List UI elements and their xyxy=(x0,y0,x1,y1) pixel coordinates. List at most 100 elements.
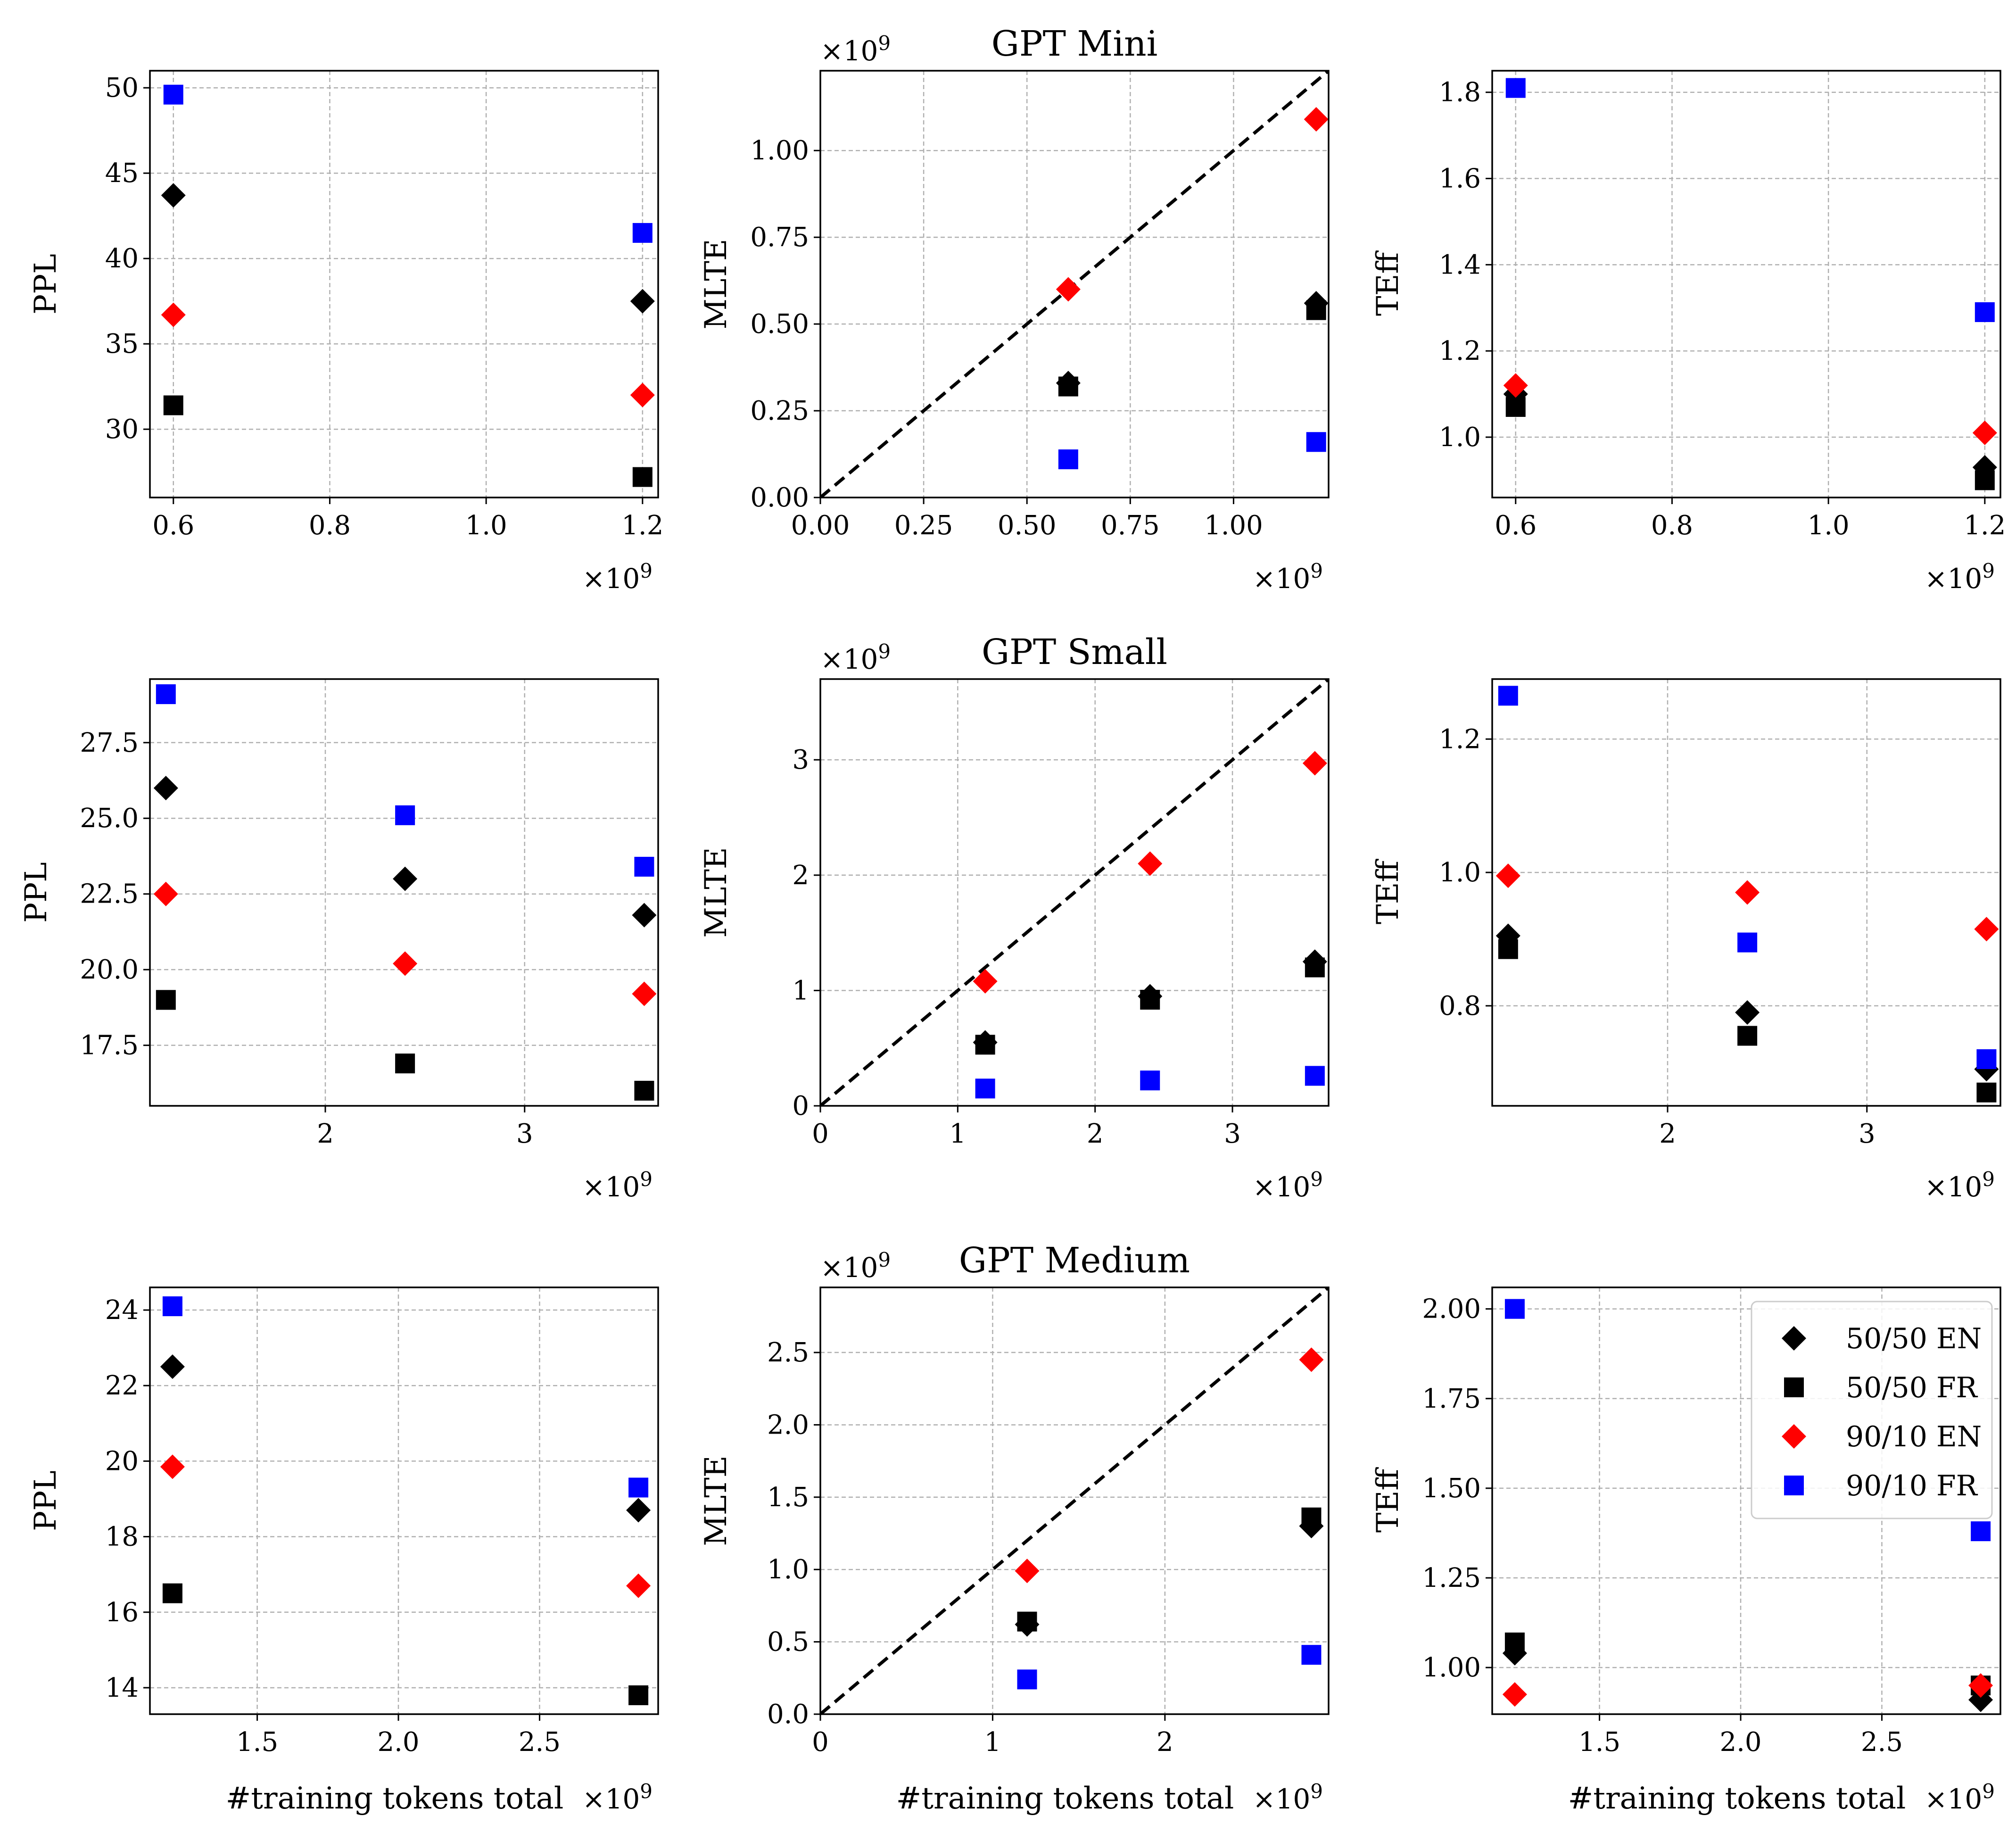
point-90-10-en-1 xyxy=(1735,880,1760,905)
x-tick-label: 1.0 xyxy=(1808,510,1850,541)
point-90-10-en-1 xyxy=(1299,1347,1324,1372)
point-50-50-en-1 xyxy=(1735,1000,1760,1025)
y-tick-label: 22 xyxy=(105,1370,139,1401)
series-90-10-fr xyxy=(163,84,653,243)
x-offset-label: ×109 xyxy=(1253,559,1323,595)
y-tick-label: 40 xyxy=(105,243,139,274)
y-tick-label: 16 xyxy=(105,1597,139,1628)
legend-label-90-10-fr: 90/10 FR xyxy=(1846,1469,1978,1502)
series-50-50-fr xyxy=(1505,397,1995,490)
x-offset-label-base: ×10 xyxy=(1925,1171,1982,1203)
legend-marker-50-50-en xyxy=(1782,1326,1806,1351)
point-90-10-en-1 xyxy=(1972,420,1997,445)
y-tick-label: 0.50 xyxy=(750,309,809,340)
y-axis-label: TEff xyxy=(1371,250,1405,316)
point-90-10-fr-0 xyxy=(1504,1299,1525,1319)
y-offset-label: ×109 xyxy=(820,640,891,675)
y-tick-label: 0.0 xyxy=(767,1699,809,1730)
x-tick-label: 0.25 xyxy=(894,510,953,541)
series-90-10-fr xyxy=(1017,1645,1322,1690)
x-offset-label: ×109 xyxy=(582,1168,653,1203)
x-offset-label: ×109 xyxy=(1925,1780,1995,1815)
point-50-50-en-1 xyxy=(630,289,655,314)
axes-frame xyxy=(819,678,1330,1107)
series-90-10-fr xyxy=(162,1296,649,1498)
axes-frame xyxy=(149,70,659,498)
x-tick-label: 2.5 xyxy=(519,1727,561,1758)
point-90-10-fr-0 xyxy=(975,1078,995,1099)
x-tick-label: 3 xyxy=(516,1119,533,1149)
subplot-r2-c2: 1.5 2.0 2.5 1.00 1.25 1.50 1.75 2.00 TEff #traini… xyxy=(1371,1286,2001,1816)
y-tick-label: 1.4 xyxy=(1439,249,1481,280)
x-tick-label: 1.00 xyxy=(1204,510,1263,541)
point-50-50-fr-1 xyxy=(1737,1026,1758,1046)
x-offset-label-power: 9 xyxy=(1982,1168,1995,1191)
y-tick-label: 1.0 xyxy=(767,1554,809,1585)
x-offset-label-base: ×10 xyxy=(1925,563,1982,595)
x-tick-label: 0.8 xyxy=(309,510,351,541)
x-tick-label: 3 xyxy=(1859,1119,1876,1149)
series-50-50-en xyxy=(1056,290,1329,396)
x-tick-label: 0.50 xyxy=(998,510,1057,541)
y-tick-label: 0.75 xyxy=(750,222,809,253)
series-90-10-fr xyxy=(1504,1299,1991,1542)
point-90-10-fr-2 xyxy=(1305,1066,1325,1086)
point-50-50-fr-1 xyxy=(1975,470,1995,490)
series-50-50-en xyxy=(160,1354,651,1523)
y-tick-label: 1.00 xyxy=(750,135,809,166)
point-90-10-fr-0 xyxy=(1505,78,1526,98)
subplot-r0-c1: 0.00 0.25 0.50 0.75 1.00 0.00 0.25 0.50 0.75 1.00… xyxy=(699,24,1330,595)
grid xyxy=(1492,71,2000,498)
x-offset-label: ×109 xyxy=(1925,1168,1995,1203)
diagonal-reference-line xyxy=(820,1287,1329,1714)
y-tick-label: 0.8 xyxy=(1439,991,1481,1021)
x-tick-label: 2 xyxy=(317,1119,334,1149)
y-axis-label: TEff xyxy=(1371,859,1405,924)
point-50-50-fr-1 xyxy=(1306,300,1326,320)
series-90-10-fr xyxy=(1058,432,1326,470)
x-tick-label: 0.6 xyxy=(152,510,194,541)
legend-label-50-50-fr: 50/50 FR xyxy=(1846,1371,1978,1404)
x-offset-label-base: ×10 xyxy=(1925,1783,1982,1815)
subplot-title: GPT Medium xyxy=(959,1240,1190,1281)
point-50-50-fr-0 xyxy=(1498,939,1518,959)
point-90-10-fr-1 xyxy=(1306,432,1326,452)
point-90-10-en-2 xyxy=(1974,917,1999,942)
point-90-10-fr-0 xyxy=(163,84,183,105)
legend-label-90-10-en: 90/10 EN xyxy=(1846,1420,1982,1453)
point-90-10-fr-0 xyxy=(162,1296,182,1317)
y-offset-label-base: ×10 xyxy=(820,1252,878,1284)
point-50-50-fr-0 xyxy=(1017,1611,1037,1632)
point-50-50-fr-0 xyxy=(1505,397,1526,417)
subplot-r1-c2: 2 3 0.8 1.0 1.2 TEff ×109 xyxy=(1371,678,2001,1203)
y-tick-label: 1.5 xyxy=(767,1482,809,1513)
point-50-50-fr-0 xyxy=(156,990,176,1010)
legend-label-50-50-en: 50/50 EN xyxy=(1846,1322,1982,1355)
y-tick-label: 35 xyxy=(105,329,139,359)
point-90-10-en-1 xyxy=(1968,1673,1993,1698)
y-tick-label: 0.25 xyxy=(750,396,809,426)
y-tick-label: 18 xyxy=(105,1522,139,1552)
y-offset-label: ×109 xyxy=(820,32,891,67)
point-90-10-en-0 xyxy=(1503,373,1528,398)
y-axis-label: MLTE xyxy=(699,1455,734,1546)
point-50-50-en-1 xyxy=(626,1498,651,1523)
y-axis-label: PPL xyxy=(19,862,54,923)
x-tick-label: 0.6 xyxy=(1495,510,1537,541)
x-offset-label: ×109 xyxy=(1925,559,1995,595)
series-90-10-fr xyxy=(156,684,654,877)
point-50-50-en-0 xyxy=(161,183,186,208)
y-tick-label: 0.00 xyxy=(750,482,809,513)
y-tick-label: 24 xyxy=(105,1295,139,1326)
grid xyxy=(150,1287,658,1714)
series-90-10-en xyxy=(1495,863,1999,942)
point-90-10-fr-0 xyxy=(1017,1669,1037,1690)
point-50-50-fr-1 xyxy=(395,1053,415,1074)
point-50-50-fr-0 xyxy=(1058,376,1078,397)
point-90-10-en-1 xyxy=(630,382,655,407)
x-offset-label: ×109 xyxy=(582,1780,653,1815)
y-tick-label: 20 xyxy=(105,1446,139,1476)
x-offset-label-power: 9 xyxy=(640,559,653,582)
legend-marker-90-10-fr xyxy=(1784,1476,1804,1495)
